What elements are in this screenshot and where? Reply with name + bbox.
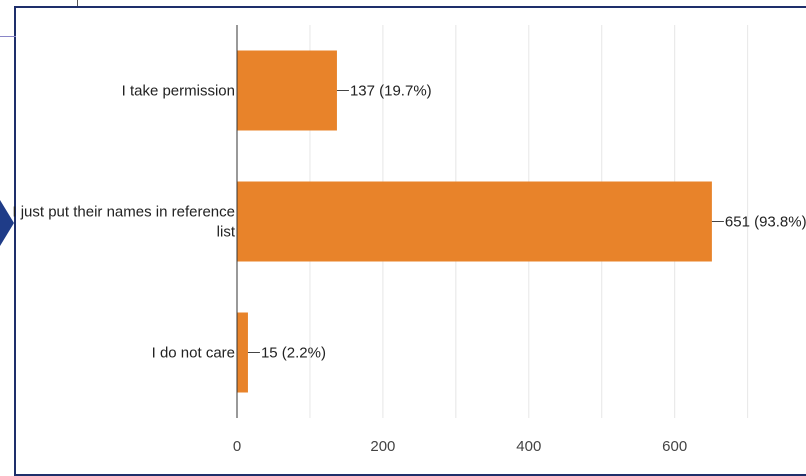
arrow-right-icon (0, 200, 14, 246)
x-tick-label: 400 (516, 438, 541, 455)
bar (237, 312, 248, 393)
category-label: list (217, 224, 236, 241)
x-tick-label: 600 (662, 438, 687, 455)
data-label: 651 (93.8%) (725, 214, 806, 231)
data-label: 15 (2.2%) (261, 345, 326, 362)
category-label: I take permission (122, 83, 235, 100)
bar (237, 50, 337, 131)
bar (237, 181, 712, 262)
category-label: I just put their names in reference (12, 204, 235, 221)
x-tick-label: 200 (370, 438, 395, 455)
category-label: I do not care (152, 345, 235, 362)
top-left-accent-line (0, 36, 16, 37)
top-tick-mark (77, 0, 78, 6)
x-tick-label: 0 (233, 438, 241, 455)
data-label: 137 (19.7%) (350, 83, 432, 100)
